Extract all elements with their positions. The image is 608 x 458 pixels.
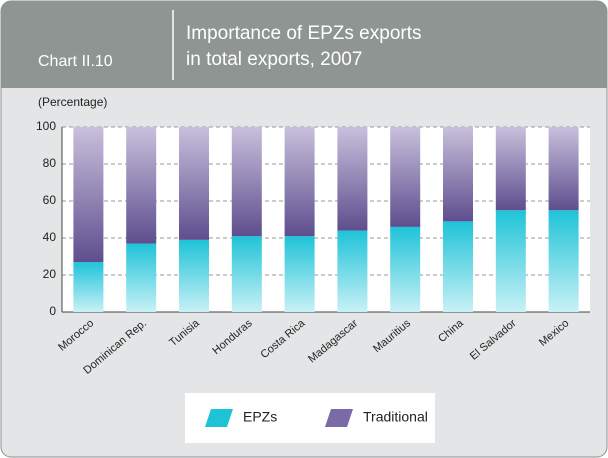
bar [548,210,579,312]
bar [231,127,262,237]
chart-label: Chart II.10 [38,53,113,70]
y-tick-label: 80 [43,156,57,170]
bar [73,127,104,263]
bar [443,221,473,312]
bar [179,127,209,240]
bar [284,236,315,312]
bar [231,236,262,312]
chart-title: in total exports, 2007 [186,49,362,70]
bar [73,262,104,312]
legend-swatch [205,409,233,427]
y-axis-label: (Percentage) [38,95,107,109]
y-tick-label: 40 [43,230,57,244]
bar [390,127,421,227]
y-tick-label: 60 [43,193,57,207]
bar [126,243,157,312]
bar [337,230,368,312]
y-tick-label: 0 [49,304,56,318]
legend-label: Traditional [363,409,428,425]
bar [548,127,579,211]
bar [337,127,368,231]
header [1,1,607,88]
bar [495,210,526,312]
bar [390,226,421,312]
bar [443,127,473,222]
y-tick-label: 100 [36,119,56,133]
chart-title: Importance of EPZs exports [186,23,422,44]
legend-swatch [325,409,353,427]
y-tick-label: 20 [43,267,57,281]
bar [179,239,209,312]
bar [495,127,526,211]
bar [126,127,157,244]
legend-label: EPZs [243,409,277,425]
bar [284,127,315,237]
